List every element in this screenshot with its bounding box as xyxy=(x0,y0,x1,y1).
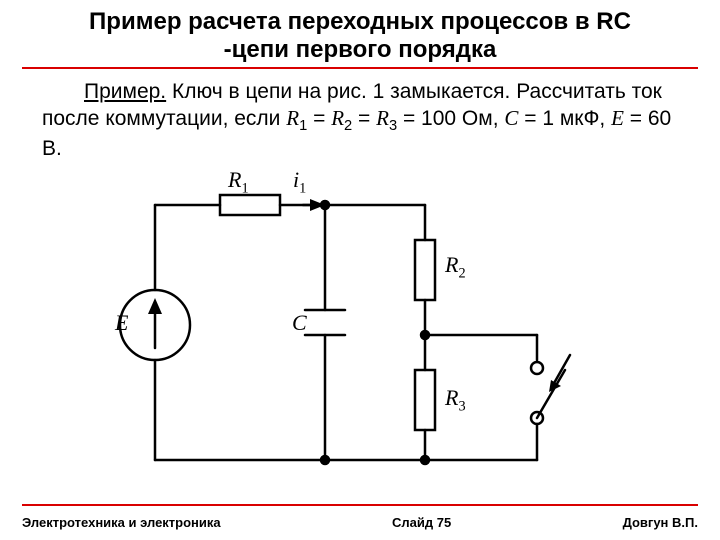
circuit-diagram: E C R1 i1 R2 R3 xyxy=(115,190,575,480)
circuit-svg xyxy=(115,190,575,480)
sym-E: E xyxy=(611,106,624,130)
footer-center: Слайд 75 xyxy=(392,515,451,530)
title-ruler xyxy=(22,67,698,69)
footer-left: Электротехника и электроника xyxy=(22,515,221,530)
slide-footer: Электротехника и электроника Слайд 75 До… xyxy=(22,515,698,530)
eq-2: = xyxy=(352,107,376,130)
footer-ruler xyxy=(22,504,698,506)
slide-title: Пример расчета переходных процессов в RC… xyxy=(22,8,698,63)
sym-R2-sub: 2 xyxy=(344,119,352,135)
label-E: E xyxy=(115,310,128,336)
footer-right: Довгун В.П. xyxy=(623,515,698,530)
sym-R-c: R xyxy=(376,106,389,130)
sym-R-b: R xyxy=(331,106,344,130)
sym-R-a: R xyxy=(286,106,299,130)
title-line-2: -цепи первого порядка xyxy=(22,36,698,64)
eq-1: = xyxy=(307,107,331,130)
label-R1: R1 xyxy=(228,167,249,197)
sym-C: C xyxy=(504,106,518,130)
title-line-1: Пример расчета переходных процессов в RC xyxy=(22,8,698,36)
label-R2: R2 xyxy=(445,252,466,282)
problem-statement: Пример. Ключ в цепи на рис. 1 замыкается… xyxy=(42,79,678,162)
rval: = 100 Ом, xyxy=(397,107,504,130)
example-label: Пример. xyxy=(84,80,166,103)
label-C: C xyxy=(292,310,307,336)
label-R3: R3 xyxy=(445,385,466,415)
cval: = 1 мкФ, xyxy=(518,107,611,130)
sym-R3-sub: 3 xyxy=(389,119,397,135)
slide-container: Пример расчета переходных процессов в RC… xyxy=(0,0,720,540)
label-i1: i1 xyxy=(293,167,306,197)
